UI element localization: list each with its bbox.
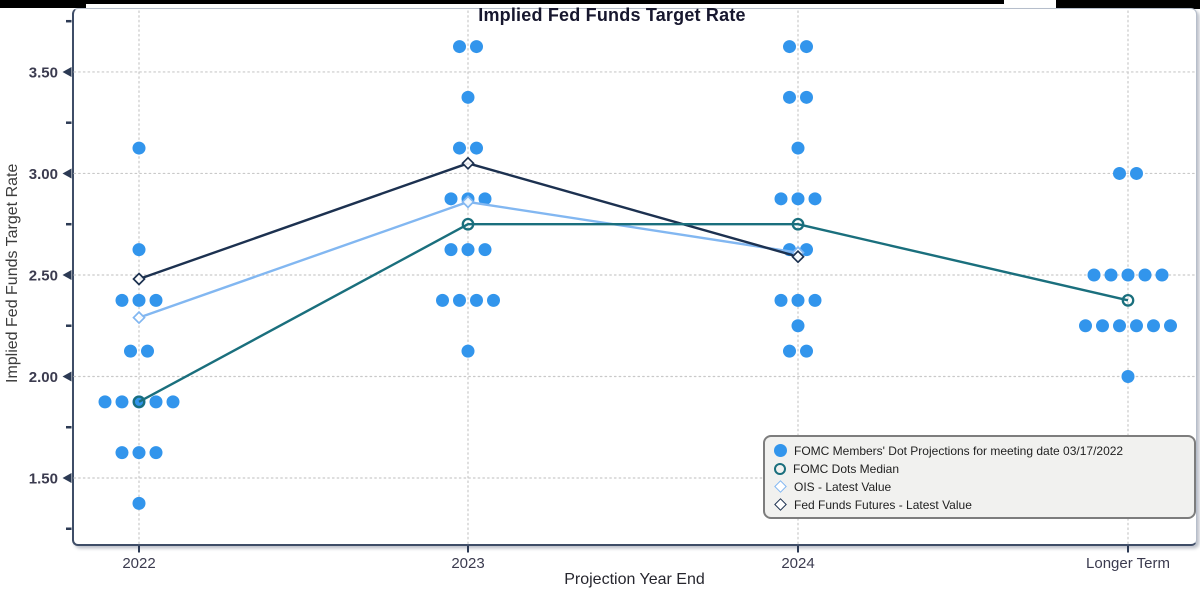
fomc-dot xyxy=(808,192,822,206)
fomc-dot xyxy=(1155,268,1169,282)
svg-text:2.00: 2.00 xyxy=(29,369,58,386)
fomc-dot xyxy=(478,192,492,206)
legend-item-fed-funds-futures: Fed Funds Futures - Latest Value xyxy=(774,496,1185,513)
fomc-dot xyxy=(1113,319,1126,333)
legend-label: OIS - Latest Value xyxy=(794,479,892,494)
fomc-dot xyxy=(800,40,813,54)
fomc-dot xyxy=(808,293,822,307)
legend-item-fomc-dots: FOMC Members' Dot Projections for meetin… xyxy=(774,442,1185,459)
fomc-dot xyxy=(453,141,466,155)
fomc-dot xyxy=(149,446,163,460)
open-circle-icon xyxy=(774,462,786,475)
open-diamond-marker xyxy=(461,195,475,209)
open-diamond-marker xyxy=(132,310,146,325)
legend-item-ois: OIS - Latest Value xyxy=(774,478,1185,495)
fomc-dot xyxy=(453,40,466,54)
legend-label: FOMC Members' Dot Projections for meetin… xyxy=(794,443,1124,458)
fomc-dot xyxy=(461,90,475,104)
fomc-dot xyxy=(1113,166,1126,180)
fomc-dot xyxy=(470,141,483,155)
svg-text:Longer Term: Longer Term xyxy=(1086,555,1170,572)
fomc-dot xyxy=(800,344,813,358)
open-diamond-dark-icon xyxy=(774,498,787,511)
fomc-dot xyxy=(1087,268,1101,282)
open-diamond-dark-marker xyxy=(461,156,475,171)
fomc-dot xyxy=(791,192,805,206)
svg-text:2023: 2023 xyxy=(451,555,484,572)
x-axis-title: Projection Year End xyxy=(564,571,705,588)
fomc-dot xyxy=(1147,319,1160,333)
fomc-dot xyxy=(783,90,796,104)
y-axis-title: Implied Fed Funds Target Rate xyxy=(4,163,21,383)
open-diamond-dark-marker xyxy=(132,272,146,286)
fomc-dot xyxy=(444,192,458,206)
fomc-dot xyxy=(1121,268,1135,282)
fomc-dot xyxy=(774,192,788,206)
median-marker xyxy=(461,217,475,231)
legend-label: FOMC Dots Median xyxy=(793,461,900,476)
fomc-dot xyxy=(1104,268,1118,282)
legend-item-fomc-median: FOMC Dots Median xyxy=(774,460,1185,477)
fomc-dot xyxy=(132,293,146,307)
svg-text:2024: 2024 xyxy=(781,555,814,572)
fomc-dot xyxy=(1079,319,1092,333)
fomc-dot xyxy=(132,243,146,257)
legend-box: FOMC Members' Dot Projections for meetin… xyxy=(763,435,1196,519)
fomc-dot xyxy=(461,344,475,358)
fomc-dot xyxy=(132,446,146,460)
open-diamond-icon xyxy=(774,480,787,493)
fomc-dot xyxy=(487,293,500,307)
fomc-dot xyxy=(149,293,163,307)
fomc-dot xyxy=(141,344,154,358)
svg-text:1.50: 1.50 xyxy=(29,470,58,487)
fomc-dot xyxy=(1130,319,1143,333)
axes: 1.50 2.00 2.50 3.00 3.50 2022 2023 2024 Longer T… xyxy=(29,19,1170,572)
fomc-dot xyxy=(800,90,813,104)
fomc-dot xyxy=(115,293,129,307)
fomc-dot xyxy=(791,141,805,155)
fomc-dot xyxy=(132,496,146,510)
fomc-dot xyxy=(98,395,112,409)
fomc-dot xyxy=(115,395,129,409)
fomc-dot xyxy=(115,446,129,460)
legend-label: Fed Funds Futures - Latest Value xyxy=(794,497,972,512)
window-edge-top-center xyxy=(86,0,1004,4)
svg-text:3.50: 3.50 xyxy=(29,64,58,81)
filled-circle-icon xyxy=(774,444,787,457)
line-open-circle xyxy=(138,223,1129,403)
fomc-dot xyxy=(791,319,805,333)
fomc-dot xyxy=(149,395,163,409)
fomc-dot xyxy=(470,293,483,307)
fomc-dot xyxy=(453,293,466,307)
svg-text:3.00: 3.00 xyxy=(29,166,58,183)
median-marker xyxy=(132,395,146,409)
fomc-dot-projections xyxy=(98,40,1177,510)
fomc-dot xyxy=(436,293,449,307)
svg-text:2.50: 2.50 xyxy=(29,267,58,284)
fomc-dot xyxy=(166,395,180,409)
median-marker xyxy=(791,217,805,231)
fomc-dot xyxy=(470,40,483,54)
fomc-dot xyxy=(1164,319,1177,333)
fomc-dot xyxy=(791,293,805,307)
median-marker xyxy=(1121,293,1135,307)
window-edge-top-right xyxy=(1056,0,1200,9)
chart-title: Implied Fed Funds Target Rate xyxy=(478,5,746,25)
fomc-dot xyxy=(1121,369,1135,383)
fomc-dot xyxy=(478,243,492,257)
fomc-dot xyxy=(783,344,796,358)
fomc-dot xyxy=(1130,166,1143,180)
fomc-dot xyxy=(132,141,146,155)
open-diamond-dark-marker xyxy=(791,249,805,264)
window-edge-top-left xyxy=(0,0,86,8)
fomc-dot xyxy=(774,293,788,307)
fomc-dot xyxy=(1096,319,1109,333)
fomc-dot xyxy=(1138,268,1152,282)
fomc-dot xyxy=(124,344,137,358)
fomc-dot xyxy=(444,243,458,257)
fomc-dot xyxy=(783,40,796,54)
fomc-dot xyxy=(461,243,475,257)
svg-text:2022: 2022 xyxy=(122,555,155,572)
